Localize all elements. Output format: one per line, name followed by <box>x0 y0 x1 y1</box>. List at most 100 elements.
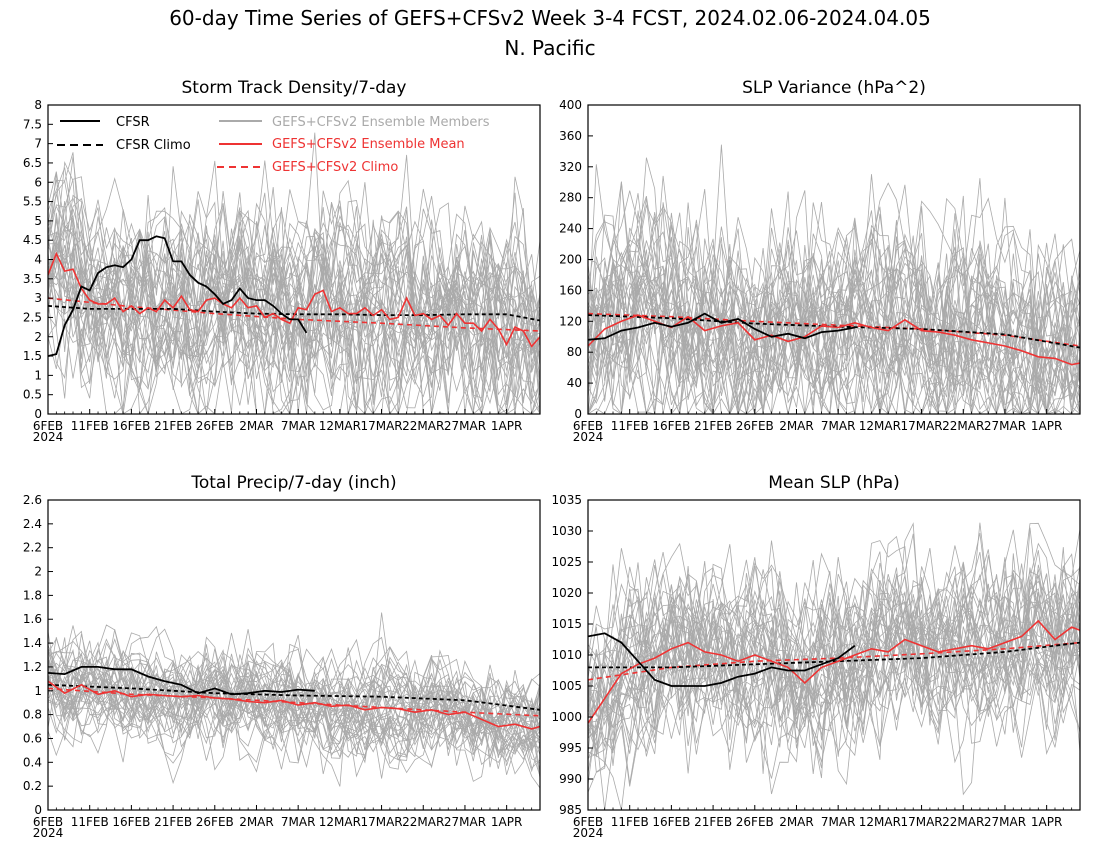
y-tick-label: 5.5 <box>23 195 42 209</box>
ensemble-member-line <box>48 651 540 750</box>
y-tick-label: 40 <box>567 376 582 390</box>
x-tick-label: 22MAR <box>942 419 984 433</box>
y-tick-label: 120 <box>559 314 582 328</box>
x-tick-label: 2MAR <box>239 419 274 433</box>
x-tick-label: 1APR <box>1031 815 1062 829</box>
y-tick-label: 0 <box>574 407 582 421</box>
x-tick-label: 6FEB <box>573 815 603 829</box>
legend-cfsr-label: CFSR <box>116 115 150 130</box>
ensemble-members <box>588 522 1080 810</box>
series-cfsr <box>48 235 308 357</box>
y-tick-label: 1020 <box>551 586 582 600</box>
x-tick-label: 26FEB <box>196 815 234 829</box>
ensemble-member-line <box>48 160 540 414</box>
y-tick-label: 1015 <box>551 617 582 631</box>
y-tick-label: 6.5 <box>23 156 42 170</box>
ensemble-member-line <box>588 552 1080 748</box>
ensemble-members <box>588 144 1080 414</box>
y-tick-label: 1.6 <box>23 612 42 626</box>
y-tick-label: 1.5 <box>23 349 42 363</box>
y-tick-label: 1 <box>34 368 42 382</box>
x-tick-label: 26FEB <box>196 419 234 433</box>
x-tick-label: 16FEB <box>112 815 150 829</box>
ensemble-member-line <box>48 188 540 414</box>
ensemble-member-line <box>48 647 540 782</box>
ensemble-member-line <box>588 164 1080 414</box>
ensemble-member-line <box>48 167 540 414</box>
x-tick-label: 7MAR <box>281 419 316 433</box>
x-tick-label: 22MAR <box>402 419 444 433</box>
ensemble-member-line <box>48 177 540 414</box>
x-year-label: 2024 <box>33 826 64 840</box>
ensemble-member-line <box>588 229 1080 414</box>
ensemble-member-line <box>588 181 1080 414</box>
x-tick-label: 2MAR <box>779 419 814 433</box>
y-tick-label: 2.4 <box>23 517 42 531</box>
ensemble-member-line <box>48 228 540 414</box>
x-tick-label: 17MAR <box>360 815 402 829</box>
y-tick-label: 985 <box>559 803 582 817</box>
ensemble-members <box>48 132 540 414</box>
ensemble-member-line <box>48 191 540 373</box>
y-tick-label: 2 <box>34 330 42 344</box>
x-tick-label: 27MAR <box>984 419 1026 433</box>
x-tick-label: 6FEB <box>33 419 63 433</box>
y-tick-label: 1.4 <box>23 636 42 650</box>
y-tick-label: 2.6 <box>23 493 42 507</box>
x-tick-label: 11FEB <box>71 419 109 433</box>
ensemble-member-line <box>48 625 540 766</box>
y-tick-label: 0.5 <box>23 388 42 402</box>
panel-total-precip: Total Precip/7-day (inch)00.20.40.60.811… <box>23 473 541 840</box>
x-tick-label: 12MAR <box>319 815 361 829</box>
x-tick-label: 11FEB <box>71 815 109 829</box>
y-tick-label: 1010 <box>551 648 582 662</box>
y-tick-label: 320 <box>559 160 582 174</box>
legend: CFSR CFSR Climo GEFS+CFSv2 Ensemble Memb… <box>57 115 490 175</box>
x-tick-label: 16FEB <box>652 419 690 433</box>
figure-title-line1: 60-day Time Series of GEFS+CFSv2 Week 3-… <box>169 6 931 30</box>
x-tick-label: 21FEB <box>154 815 192 829</box>
y-tick-label: 0.4 <box>23 755 42 769</box>
x-tick-label: 21FEB <box>694 419 732 433</box>
x-tick-label: 16FEB <box>652 815 690 829</box>
x-tick-label: 12MAR <box>859 419 901 433</box>
y-tick-label: 6 <box>34 175 42 189</box>
ensemble-member-line <box>588 540 1080 754</box>
ensemble-member-line <box>588 202 1080 414</box>
y-tick-label: 1.8 <box>23 588 42 602</box>
x-tick-label: 7MAR <box>821 815 856 829</box>
y-tick-label: 3.5 <box>23 272 42 286</box>
plot-frame <box>47 499 541 811</box>
panel-mean-slp: Mean SLP (hPa) 985 990 995 1000 1005 1010 1015 1… <box>551 473 1081 840</box>
x-tick-label: 22MAR <box>402 815 444 829</box>
panel-title: Total Precip/7-day (inch) <box>190 473 396 493</box>
ensemble-member-line <box>588 246 1080 414</box>
ensemble-member-line <box>48 199 540 414</box>
ensemble-member-line <box>588 551 1080 744</box>
x-tick-label: 11FEB <box>611 815 649 829</box>
panel-slp-variance: SLP Variance (hPa^2) 0 40 80 120 160 200 240 280… <box>559 78 1081 444</box>
x-tick-label: 21FEB <box>694 815 732 829</box>
y-tick-label: 160 <box>559 283 582 297</box>
y-tick-label: 2 <box>34 565 42 579</box>
y-tick-label: 1.2 <box>23 660 42 674</box>
y-tick-label: 1035 <box>551 493 582 507</box>
y-tick-label: 4.5 <box>23 233 42 247</box>
x-tick-label: 12MAR <box>319 419 361 433</box>
legend-cfsr-climo-label: CFSR Climo <box>116 138 191 153</box>
ensemble-member-line <box>588 575 1080 758</box>
x-tick-label: 1APR <box>1031 419 1062 433</box>
ensemble-member-line <box>48 648 540 774</box>
y-tick-label: 990 <box>559 772 582 786</box>
ensemble-member-line <box>48 217 540 414</box>
series-gefs-cfsv2-ensemble-mean <box>48 680 540 730</box>
ensemble-member-line <box>48 160 540 414</box>
y-tick-label: 3 <box>34 291 42 305</box>
y-tick-label: 0.6 <box>23 731 42 745</box>
ensemble-member-line <box>48 637 540 757</box>
panel-title: Mean SLP (hPa) <box>768 473 900 493</box>
x-tick-label: 21FEB <box>154 419 192 433</box>
ensemble-member-line <box>48 658 540 743</box>
y-tick-label: 1005 <box>551 679 582 693</box>
series-gefs-cfsv2-ensemble-mean <box>588 619 1080 724</box>
